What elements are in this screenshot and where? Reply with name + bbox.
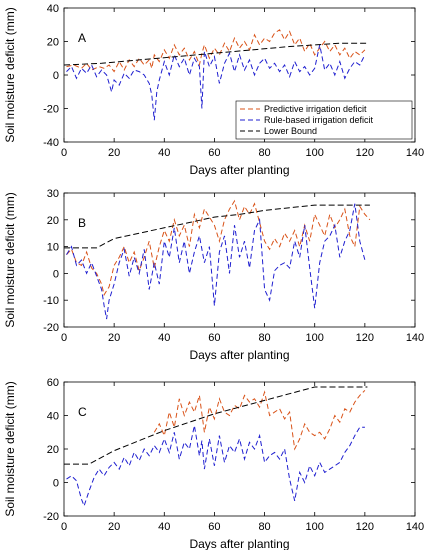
y-tick-label: 10	[47, 242, 59, 254]
plot-frame	[63, 381, 416, 517]
x-tick-label: 40	[158, 147, 170, 159]
y-tick-label: -20	[43, 104, 59, 116]
series-line-lower-bound	[64, 386, 368, 465]
x-tick-label: 100	[306, 147, 324, 159]
x-tick-label: 40	[158, 521, 170, 533]
y-tick-label: -20	[43, 322, 59, 334]
y-axis-label: Soil moisture deficit (mm)	[3, 192, 17, 327]
x-tick-label: 120	[356, 521, 374, 533]
x-tick-label: 80	[258, 147, 270, 159]
plot-frame	[63, 192, 416, 328]
x-tick-label: 40	[158, 332, 170, 344]
series-line-rule-based-irrigation-deficit	[66, 425, 365, 508]
x-tick-label: 140	[406, 147, 424, 159]
legend: Predictive irrigation deficitRule-based …	[235, 100, 413, 140]
x-axis-label: Days after planting	[189, 163, 289, 177]
panel-label: A	[78, 31, 86, 45]
x-tick-label: 80	[258, 521, 270, 533]
x-tick-label: 0	[61, 521, 67, 533]
legend-box	[235, 100, 413, 140]
x-tick-label: 0	[61, 332, 67, 344]
x-tick-label: 20	[108, 147, 120, 159]
y-tick-label: 0	[53, 268, 59, 280]
series-line-predictive-irrigation-deficit	[66, 29, 366, 73]
y-axis-label: Soil moisture deficit (mm)	[3, 381, 17, 516]
y-tick-label: 20	[47, 215, 59, 227]
y-tick-label: -40	[43, 137, 59, 149]
y-tick-label: 20	[47, 444, 59, 456]
panel-label: B	[78, 216, 86, 230]
x-tick-label: 0	[61, 147, 67, 159]
x-tick-label: 20	[108, 521, 120, 533]
y-tick-label: 30	[47, 188, 59, 200]
series-line-lower-bound	[64, 204, 370, 249]
x-tick-label: 60	[208, 147, 220, 159]
x-tick-label: 80	[258, 332, 270, 344]
x-tick-label: 120	[356, 332, 374, 344]
legend-entry: Lower Bound	[264, 126, 317, 136]
series-line-predictive-irrigation-deficit	[153, 390, 366, 451]
legend-entry: Rule-based irrigation deficit	[264, 115, 374, 125]
series-line-rule-based-irrigation-deficit	[66, 44, 366, 121]
y-tick-label: -10	[43, 295, 59, 307]
y-tick-label: 0	[53, 70, 59, 82]
y-tick-label: 40	[47, 411, 59, 423]
legend-entry: Predictive irrigation deficit	[264, 104, 367, 114]
chart-panel-a: 0 20 40 60 80 100 120 140 -40 -20 0 20 40 Days after …	[3, 3, 424, 177]
series-line-predictive-irrigation-deficit	[66, 199, 371, 297]
y-tick-label: 0	[53, 478, 59, 490]
chart-panel-b: 0 20 40 60 80 100 120 140 -20 -10 0 10 20 30 Days afte…	[3, 188, 424, 362]
series-line-lower-bound	[64, 42, 368, 66]
y-tick-label: -20	[43, 511, 59, 523]
x-tick-label: 140	[406, 332, 424, 344]
x-axis-label: Days after planting	[189, 348, 289, 362]
x-tick-label: 60	[208, 521, 220, 533]
y-axis-label: Soil moisture deficit (mm)	[3, 7, 17, 142]
y-tick-label: 20	[47, 37, 59, 49]
x-tick-label: 100	[306, 332, 324, 344]
y-tick-label: 40	[47, 3, 59, 15]
x-tick-label: 140	[406, 521, 424, 533]
x-tick-label: 120	[356, 147, 374, 159]
x-tick-label: 20	[108, 332, 120, 344]
y-tick-label: 60	[47, 377, 59, 389]
panel-label: C	[78, 405, 87, 419]
x-axis-label: Days after planting	[189, 537, 289, 550]
x-tick-label: 100	[306, 521, 324, 533]
x-tick-label: 60	[208, 332, 220, 344]
